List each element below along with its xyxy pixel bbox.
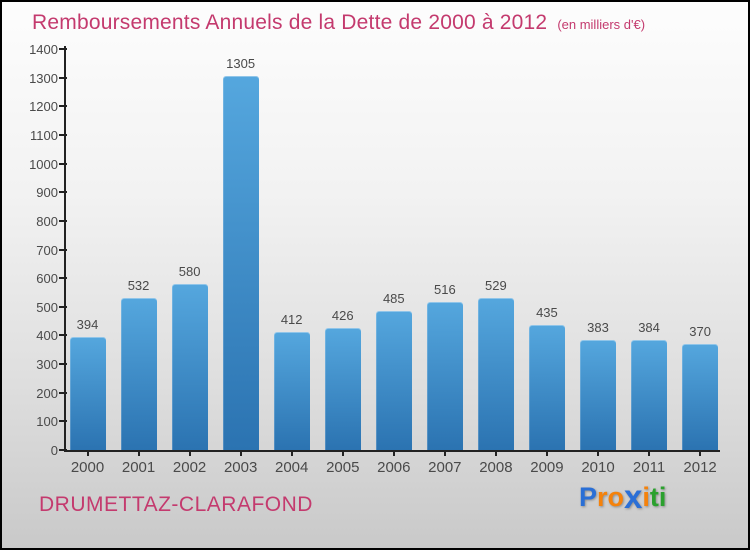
logo-letter: o	[607, 482, 625, 512]
x-tick-label: 2011	[632, 459, 666, 476]
y-tick-mark	[59, 363, 67, 366]
x-tick-label: 2010	[581, 459, 615, 476]
bar-value-label: 529	[485, 278, 507, 293]
bar	[120, 298, 157, 450]
bar	[580, 340, 616, 450]
y-tick-mark	[59, 48, 67, 50]
bar	[426, 302, 463, 450]
x-tick-label: 2002	[172, 459, 207, 476]
y-tick-mark	[59, 277, 67, 280]
x-tick-label: 2008	[479, 459, 513, 476]
y-tick-mark	[59, 420, 67, 423]
x-tick-mark	[699, 452, 702, 456]
y-tick-mark	[59, 248, 67, 251]
bar-value-label: 435	[536, 305, 558, 320]
logo-letter: i	[658, 482, 667, 512]
bar	[69, 337, 106, 450]
y-tick-label: 1400	[29, 42, 58, 57]
logo-letter: i	[642, 482, 650, 512]
y-tick-mark	[59, 133, 67, 136]
bar-value-label: 383	[587, 320, 609, 335]
logo-letter: t	[649, 482, 659, 512]
y-tick-label: 1300	[29, 70, 58, 86]
bar	[324, 328, 361, 450]
y-tick-label: 300	[36, 357, 58, 373]
x-tick-mark	[341, 452, 344, 456]
y-tick-label: 900	[36, 185, 58, 201]
x-tick-mark	[494, 452, 497, 456]
y-tick-label: 1100	[30, 127, 58, 143]
y-tick-label: 200	[36, 385, 58, 401]
proxiti-logo: Proxiti	[579, 478, 667, 515]
bar	[375, 311, 412, 450]
bar	[682, 344, 719, 450]
y-tick-label: 1000	[29, 156, 58, 172]
y-tick-mark	[59, 305, 67, 308]
x-tick-mark	[443, 452, 446, 456]
x-tick-label: 2000	[70, 459, 105, 476]
x-tick-mark	[648, 452, 651, 456]
y-tick-mark	[59, 334, 67, 337]
chart-units-note: (en milliers d'€)	[557, 17, 646, 32]
chart-header: Remboursements Annuels de la Dette de 20…	[32, 11, 645, 35]
x-tick-label: 2007	[428, 459, 462, 476]
bar	[171, 284, 208, 450]
y-tick-label: 800	[36, 213, 58, 229]
bar-value-label: 516	[433, 282, 456, 297]
x-tick-label: 2001	[121, 459, 156, 476]
bar-value-label: 426	[331, 308, 354, 323]
bar-value-label: 580	[178, 264, 201, 279]
x-tick-label: 2005	[326, 459, 360, 476]
bar-value-label: 412	[280, 312, 303, 327]
bar-value-label: 384	[638, 320, 660, 335]
x-tick-mark	[137, 452, 140, 456]
bar-value-label: 394	[76, 317, 99, 332]
y-tick-mark	[59, 219, 67, 222]
y-tick-label: 1200	[29, 99, 58, 115]
x-tick-mark	[597, 452, 599, 456]
logo-letter: r	[597, 482, 608, 512]
logo-letter: P	[579, 482, 598, 512]
x-tick-mark	[392, 452, 395, 456]
y-tick-label: 0	[50, 443, 58, 458]
bar	[528, 325, 565, 450]
x-tick-mark	[86, 452, 89, 456]
commune-name: DRUMETTAZ-CLARAFOND	[39, 493, 313, 516]
y-tick-mark	[59, 105, 67, 108]
y-tick-mark	[59, 76, 67, 79]
x-tick-label: 2006	[377, 459, 411, 476]
y-tick-label: 500	[36, 299, 58, 315]
bar-value-label: 1305	[226, 56, 256, 71]
bar	[273, 332, 310, 450]
bar	[222, 76, 259, 450]
bar-value-label: 485	[382, 291, 405, 306]
x-tick-mark	[188, 452, 191, 456]
x-axis-line	[64, 450, 720, 452]
bar-value-label: 370	[689, 324, 711, 339]
x-tick-label: 2003	[223, 459, 258, 476]
x-tick-mark	[239, 452, 242, 456]
chart-title: Remboursements Annuels de la Dette de 20…	[32, 11, 548, 34]
y-tick-mark	[59, 391, 67, 394]
x-tick-label: 2004	[275, 459, 309, 476]
y-tick-mark	[59, 162, 67, 165]
y-tick-label: 600	[36, 271, 58, 287]
x-tick-label: 2012	[683, 459, 717, 476]
y-tick-label: 100	[36, 414, 58, 430]
x-tick-mark	[290, 452, 293, 456]
bar	[631, 340, 668, 450]
x-tick-label: 2009	[530, 459, 564, 476]
y-tick-mark	[59, 191, 67, 194]
y-tick-label: 400	[36, 328, 58, 344]
x-tick-mark	[545, 452, 548, 456]
bar	[477, 298, 514, 450]
y-tick-mark	[59, 449, 67, 451]
bar-value-label: 532	[127, 278, 150, 293]
y-tick-label: 700	[36, 242, 58, 258]
